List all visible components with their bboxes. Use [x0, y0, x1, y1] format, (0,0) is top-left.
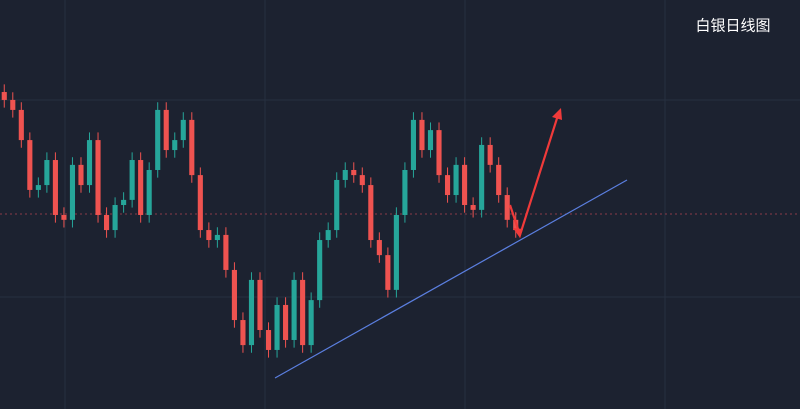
arrow-head [552, 108, 562, 120]
candle-body [462, 164, 468, 206]
candle-body [342, 169, 348, 180]
candle-body [291, 279, 297, 340]
candle-body [44, 160, 50, 186]
candle-body [317, 240, 323, 301]
candle-body [146, 169, 152, 215]
candle-body [61, 214, 67, 220]
candle-body [112, 205, 118, 231]
candle-body [27, 140, 33, 190]
candle-body [104, 214, 110, 231]
candle-body [300, 279, 306, 346]
candle-body [155, 109, 161, 170]
chart-title: 白银日线图 [695, 17, 770, 35]
trend-line [274, 179, 628, 379]
candle-body [257, 279, 263, 331]
candle-body [308, 300, 314, 346]
candle-body [86, 140, 93, 186]
candle-body [1, 92, 7, 100]
candle-body [223, 234, 229, 270]
candle-body [376, 240, 382, 256]
candle-body [240, 320, 246, 346]
candle-body [427, 130, 434, 151]
candle-body [385, 255, 391, 290]
candle-body [496, 164, 502, 196]
candle-body [283, 304, 289, 340]
candle-body [444, 175, 451, 196]
candle-body [197, 175, 203, 231]
candle-body [359, 175, 365, 186]
candle-body [214, 234, 220, 241]
candle-body [180, 119, 186, 141]
candle-body [402, 169, 408, 215]
candle-body [351, 169, 357, 176]
candle-body [163, 109, 169, 151]
candle-body [419, 119, 425, 151]
candle-body [95, 140, 101, 215]
candle-body [10, 99, 16, 110]
candle-body [138, 160, 144, 215]
candles [1, 84, 519, 358]
candle-body [265, 330, 272, 350]
candle-body [274, 304, 280, 350]
candle-body [18, 109, 24, 141]
candle-body [231, 269, 237, 321]
candle-body [121, 199, 127, 206]
candle-body [453, 164, 459, 196]
candle-body [69, 164, 76, 220]
candle-body [172, 140, 178, 151]
candle-body [436, 130, 442, 176]
candle-body [334, 179, 340, 231]
candle-body [410, 119, 416, 170]
candle-body [206, 230, 212, 241]
candle-body [325, 230, 331, 241]
candle-body [189, 119, 195, 176]
candle-body [470, 205, 476, 210]
candle-body [479, 144, 485, 210]
candle-body [129, 160, 135, 200]
candle-body [248, 279, 255, 346]
candle-body [368, 185, 374, 241]
candle-body [52, 160, 58, 215]
candle-body [487, 144, 493, 165]
candle-body [393, 214, 399, 290]
candle-body [35, 185, 41, 190]
arrow-head [513, 228, 523, 238]
candle-body [504, 195, 510, 220]
candle-body [78, 164, 84, 186]
